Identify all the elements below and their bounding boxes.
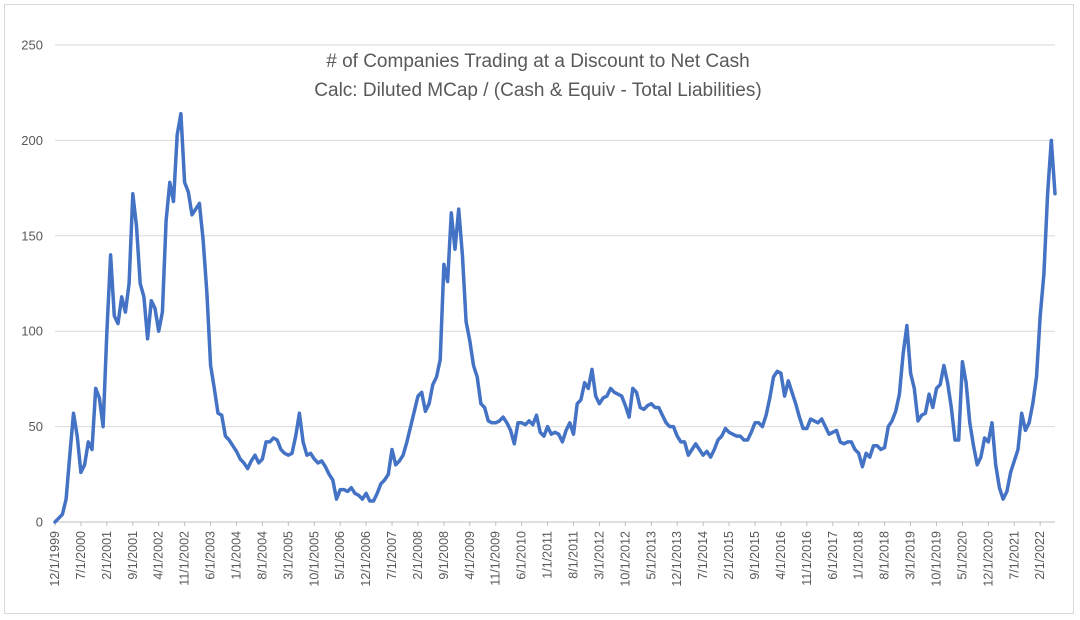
x-tick-label: 8/1/2004 xyxy=(255,531,269,580)
x-tick-label: 6/1/2010 xyxy=(515,531,529,580)
y-axis-ticks: 0 50 100 150 200 250 xyxy=(21,38,43,530)
x-tick-label: 6/1/2003 xyxy=(204,531,218,580)
y-tick-label: 100 xyxy=(21,324,43,339)
x-tick-label: 12/1/2006 xyxy=(359,531,373,587)
series-line xyxy=(53,111,1057,524)
x-tick-label: 9/1/2008 xyxy=(437,531,451,580)
x-tick-label: 11/1/2002 xyxy=(178,531,192,586)
x-tick-label: 12/1/1999 xyxy=(48,531,62,587)
chart-title: # of Companies Trading at a Discount to … xyxy=(326,51,750,72)
x-tick-label: 2/1/2015 xyxy=(722,531,736,580)
x-tick-label: 2/1/2008 xyxy=(411,531,425,580)
y-tick-label: 50 xyxy=(29,419,43,434)
y-tick-label: 0 xyxy=(36,515,43,530)
x-tick-label: 11/1/2016 xyxy=(800,531,814,586)
x-tick-label: 3/1/2012 xyxy=(592,531,606,580)
x-tick-label: 7/1/2021 xyxy=(1007,531,1021,580)
x-tick-label: 10/1/2012 xyxy=(618,531,632,587)
x-tick-label: 1/1/2011 xyxy=(541,531,555,579)
gridlines xyxy=(55,44,1055,523)
x-tick-label: 9/1/2001 xyxy=(126,531,140,580)
x-tick-label: 11/1/2009 xyxy=(489,531,503,586)
x-tick-label: 12/1/2013 xyxy=(670,531,684,587)
x-tick-label: 3/1/2019 xyxy=(904,531,918,580)
chart-subtitle: Calc: Diluted MCap / (Cash & Equiv - Tot… xyxy=(314,80,761,101)
x-tick-label: 6/1/2017 xyxy=(826,531,840,580)
x-tick-label: 2/1/2022 xyxy=(1033,531,1047,580)
y-tick-label: 200 xyxy=(21,133,43,148)
line-chart: 0 50 100 150 200 250 12/1/1999 7/1/2000 2/1/200… xyxy=(21,38,1057,587)
x-tick-label: 1/1/2004 xyxy=(229,531,243,580)
x-tick-label: 8/1/2011 xyxy=(567,531,581,579)
x-tick-label: 4/1/2009 xyxy=(463,531,477,580)
y-tick-label: 250 xyxy=(21,38,43,53)
x-tick-label: 2/1/2001 xyxy=(100,531,114,580)
x-tick-label: 4/1/2016 xyxy=(774,531,788,580)
x-tick-label: 5/1/2020 xyxy=(955,531,969,580)
x-tick-label: 1/1/2018 xyxy=(852,531,866,580)
x-axis-ticks: 12/1/1999 7/1/2000 2/1/2001 9/1/2001 4/1/200… xyxy=(48,522,1047,587)
x-tick-label: 7/1/2014 xyxy=(696,531,710,580)
chart-frame: 0 50 100 150 200 250 12/1/1999 7/1/2000 2/1/200… xyxy=(4,4,1074,614)
x-tick-label: 8/1/2018 xyxy=(878,531,892,580)
y-tick-label: 150 xyxy=(21,228,43,243)
series-layer xyxy=(53,111,1057,524)
x-tick-label: 10/1/2019 xyxy=(929,531,943,587)
x-tick-label: 5/1/2006 xyxy=(333,531,347,580)
x-tick-label: 5/1/2013 xyxy=(644,531,658,580)
x-tick-label: 3/1/2005 xyxy=(281,531,295,580)
x-tick-label: 4/1/2002 xyxy=(152,531,166,580)
x-tick-label: 10/1/2005 xyxy=(307,531,321,587)
x-tick-label: 9/1/2015 xyxy=(748,531,762,580)
x-tick-label: 12/1/2020 xyxy=(981,531,995,587)
x-tick-label: 7/1/2007 xyxy=(385,531,399,580)
x-tick-label: 7/1/2000 xyxy=(74,531,88,580)
